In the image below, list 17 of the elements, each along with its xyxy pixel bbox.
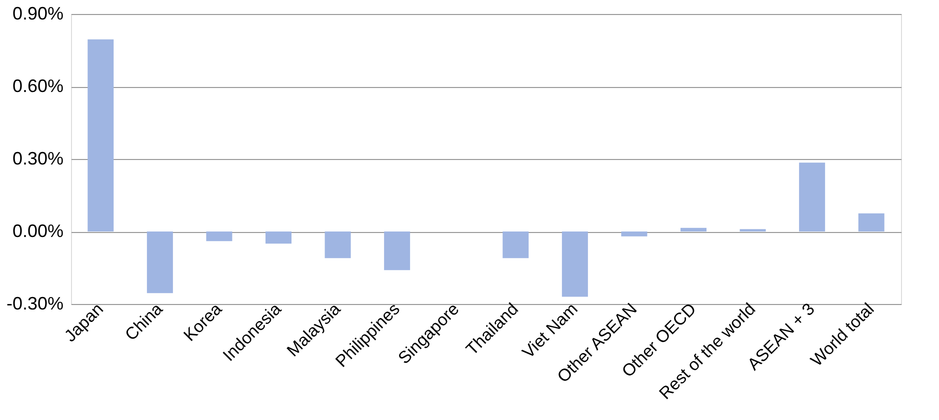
y-tick-label: 0.90%	[12, 4, 64, 24]
bar	[88, 39, 114, 232]
bar	[206, 232, 232, 242]
y-tick-label: 0.60%	[12, 76, 64, 96]
bar	[384, 232, 410, 270]
bar	[562, 232, 588, 297]
y-tick-label: 0.00%	[12, 221, 64, 241]
y-tick-label: -0.30%	[6, 294, 64, 314]
bar	[146, 232, 173, 294]
bar	[266, 232, 292, 244]
bar	[799, 162, 826, 232]
bar	[324, 232, 351, 258]
y-tick-label: 0.30%	[12, 148, 64, 168]
bar	[858, 213, 884, 232]
bar	[502, 232, 529, 258]
bar	[680, 228, 706, 232]
bar	[621, 232, 648, 236]
